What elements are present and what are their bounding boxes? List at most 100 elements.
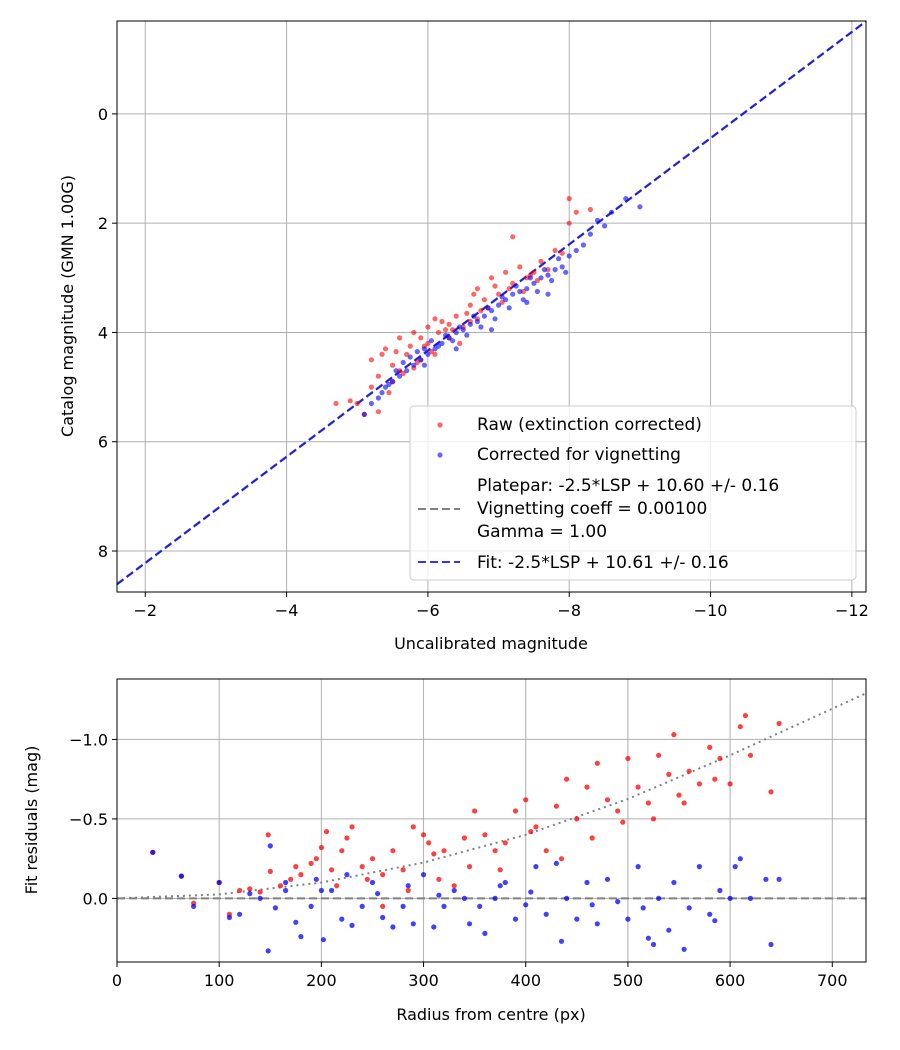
x-tick-label: 500 xyxy=(613,971,644,990)
point-raw xyxy=(339,848,345,854)
point-corrected xyxy=(257,895,263,902)
point-corrected xyxy=(492,895,498,902)
point-corrected xyxy=(587,231,594,237)
point-raw xyxy=(368,357,374,363)
top-x-axis-label: Uncalibrated magnitude xyxy=(394,634,588,653)
point-raw xyxy=(497,867,503,873)
y-tick-label: 0.0 xyxy=(83,889,108,908)
point-raw xyxy=(620,819,626,825)
point-raw xyxy=(650,816,657,822)
point-corrected xyxy=(375,395,381,401)
point-corrected xyxy=(517,288,523,295)
point-corrected xyxy=(349,922,355,929)
point-raw xyxy=(298,872,304,878)
line-fit xyxy=(117,21,866,586)
point-raw xyxy=(510,234,516,240)
point-corrected xyxy=(488,327,495,333)
point-corrected xyxy=(361,411,367,417)
point-raw xyxy=(512,808,519,814)
y-tick-label: 8 xyxy=(98,542,108,561)
point-corrected xyxy=(527,275,534,281)
point-raw xyxy=(333,400,339,407)
point-raw xyxy=(443,327,449,333)
calibration-chart: −2 −4 −6 −8 −10 −12 0 2 4 6 8 Uncalibrated magnit… xyxy=(58,20,869,653)
point-corrected xyxy=(478,324,484,330)
point-corrected xyxy=(380,914,386,921)
point-raw xyxy=(464,310,470,316)
point-raw xyxy=(681,800,687,806)
point-raw xyxy=(645,800,652,806)
point-raw xyxy=(559,250,565,256)
point-corrected xyxy=(747,895,754,902)
point-raw xyxy=(344,835,350,841)
x-tick-label: 300 xyxy=(408,971,439,990)
point-corrected xyxy=(533,864,539,870)
point-raw xyxy=(432,316,438,322)
point-raw xyxy=(405,887,411,894)
point-corrected xyxy=(464,332,470,338)
point-corrected xyxy=(553,860,560,867)
point-corrected xyxy=(339,916,345,922)
point-raw xyxy=(523,797,529,803)
point-corrected xyxy=(443,332,449,338)
point-corrected xyxy=(393,368,399,374)
point-corrected xyxy=(435,343,442,349)
x-tick-label: 100 xyxy=(204,971,235,990)
y-tick-label: −1.0 xyxy=(69,730,108,749)
x-tick-label: −10 xyxy=(694,601,728,620)
legend-label-vignetting: Vignetting coeff = 0.00100 xyxy=(477,499,707,519)
point-raw xyxy=(318,844,324,851)
point-raw xyxy=(446,321,452,327)
point-corrected xyxy=(615,899,621,905)
point-corrected xyxy=(666,927,672,933)
point-corrected xyxy=(732,864,738,870)
point-corrected xyxy=(390,379,396,385)
y-tick-label: −0.5 xyxy=(69,810,108,829)
point-corrected xyxy=(559,264,565,270)
point-raw xyxy=(776,720,782,727)
point-raw xyxy=(349,824,355,830)
point-raw xyxy=(359,864,365,870)
point-corrected xyxy=(397,373,403,379)
point-raw xyxy=(277,883,284,889)
point-corrected xyxy=(477,903,483,910)
point-corrected xyxy=(344,872,350,878)
point-corrected xyxy=(237,911,243,917)
point-corrected xyxy=(552,267,558,273)
point-raw xyxy=(407,343,413,349)
point-raw xyxy=(435,329,442,336)
point-corrected xyxy=(382,384,389,390)
point-corrected xyxy=(414,349,420,355)
point-corrected xyxy=(696,864,703,870)
point-corrected xyxy=(496,302,502,308)
point-corrected xyxy=(226,914,232,921)
legend-label-gamma: Gamma = 1.00 xyxy=(477,522,607,542)
x-tick-label: −12 xyxy=(835,601,869,620)
point-corrected xyxy=(681,946,687,952)
point-raw xyxy=(584,784,590,790)
point-raw xyxy=(375,409,381,415)
point-corrected xyxy=(564,895,570,902)
point-raw xyxy=(404,351,410,357)
point-corrected xyxy=(768,941,774,948)
point-raw xyxy=(589,835,595,841)
point-corrected xyxy=(604,876,611,882)
point-raw xyxy=(471,291,477,297)
point-corrected xyxy=(481,313,487,319)
bottom-y-axis-label: Fit residuals (mag) xyxy=(22,746,41,895)
point-raw xyxy=(564,776,570,782)
bottom-data-points xyxy=(150,713,782,954)
point-raw xyxy=(737,724,743,730)
point-corrected xyxy=(528,889,534,895)
point-corrected xyxy=(737,856,743,862)
point-raw xyxy=(329,867,335,873)
point-corrected xyxy=(549,277,555,284)
point-corrected xyxy=(503,297,509,303)
point-corrected xyxy=(545,272,551,278)
point-corrected xyxy=(580,242,587,248)
point-raw xyxy=(594,760,600,766)
point-raw xyxy=(390,362,396,368)
point-corrected xyxy=(485,305,491,311)
top-y-axis-ticks: 0 2 4 6 8 xyxy=(98,105,117,561)
point-raw xyxy=(574,816,580,822)
